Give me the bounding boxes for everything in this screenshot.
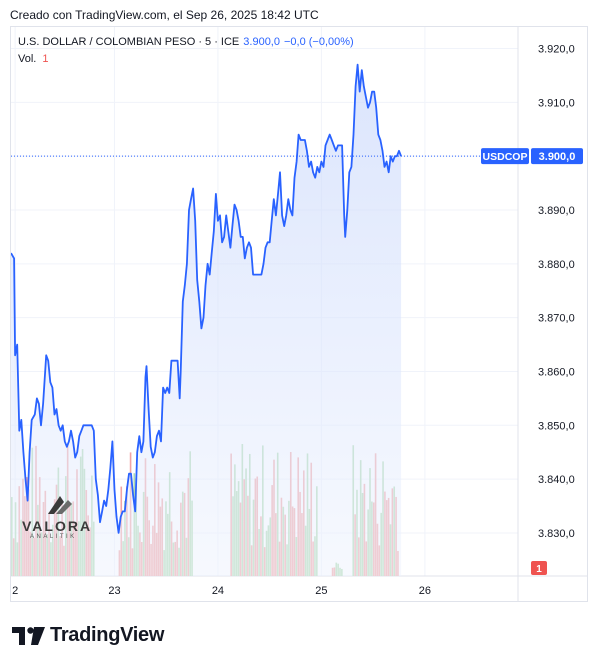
symbol-title: U.S. DOLLAR / COLOMBIAN PESO · 5 · ICE [18,36,240,48]
watermark-name: VALORA [22,518,93,534]
price-axis[interactable]: 3.920,0 3.910,0 3.900,0 3.890,0 3.880,0 3.870… [538,44,575,540]
price-area [11,63,518,576]
y-tick-label: 3.890,0 [538,205,575,217]
y-tick-label: 3.860,0 [538,366,575,378]
time-axis[interactable]: 2 23 24 25 26 [12,585,431,597]
tradingview-logo-icon [12,626,45,645]
volume-badge-label: 1 [536,564,542,575]
watermark-sub: ANALITIK [30,534,77,540]
last-value: 3.900,0 [243,36,280,48]
tradingview-brand: TradingView [50,624,165,646]
y-tick-label: 3.840,0 [538,474,575,486]
symbol-badge-label: USDCOP [483,151,528,163]
x-tick-label: 23 [108,585,120,597]
price-badge [531,148,583,165]
chart-frame [10,26,588,602]
tradingview-logo[interactable]: TradingView [12,624,164,647]
x-tick-label: 2 [12,585,18,597]
volume-label: Vol. [18,53,37,65]
price-badge-label: 3.900,0 [539,151,576,163]
y-tick-label: 3.920,0 [538,44,575,56]
y-tick-label: 3.830,0 [538,528,575,540]
x-tick-label: 26 [419,585,431,597]
symbol-legend: U.S. DOLLAR / COLOMBIAN PESO · 5 · ICE 3.… [18,36,354,48]
y-tick-label: 3.850,0 [538,420,575,432]
price-area-fill [11,64,402,576]
symbol-badge [481,148,529,165]
price-line [11,63,402,534]
valora-logo-icon [48,496,72,514]
volume-legend: Vol. 1 [18,53,48,65]
volume-badge [531,561,547,575]
change-value: −0,0 (−0,00%) [283,36,354,48]
created-with-note: Creado con TradingView.com, el Sep 26, 2… [10,8,319,22]
x-tick-label: 25 [315,585,327,597]
x-tick-label: 24 [212,585,224,597]
volume-value: 1 [42,53,49,65]
y-tick-label: 3.880,0 [538,259,575,271]
y-tick-label: 3.870,0 [538,313,575,325]
y-tick-label: 3.910,0 [538,97,575,109]
